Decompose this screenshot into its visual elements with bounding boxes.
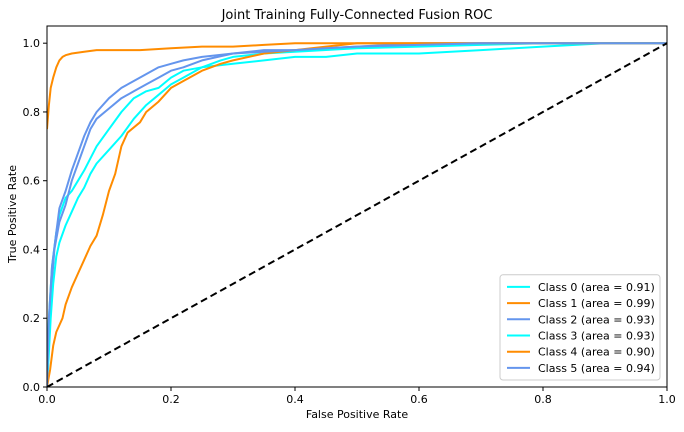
x-tick-label: 1.0	[658, 393, 676, 406]
legend-entry-label: Class 5 (area = 0.94)	[538, 362, 655, 375]
plot-area: 0.0 0.2 0.4 0.6 0.8 1.0 0.0 0.2 0.4 0.6 0.8 1.0 Clas…	[23, 25, 676, 406]
x-tick-label: 0.0	[38, 393, 56, 406]
x-tick-label: 0.4	[286, 393, 304, 406]
legend-entry-label: Class 1 (area = 0.99)	[538, 297, 655, 310]
chart-title: Joint Training Fully-Connected Fusion RO…	[221, 8, 493, 23]
plot-frame	[46, 25, 668, 388]
y-tick-label: 0.8	[23, 106, 41, 119]
diagonal-reference-line	[47, 42, 667, 387]
legend-entry-label: Class 2 (area = 0.93)	[538, 313, 655, 326]
x-tick-label: 0.8	[534, 393, 552, 406]
series-line-5	[47, 42, 667, 387]
y-axis-label: True Positive Rate	[6, 165, 19, 264]
series-lines	[47, 42, 667, 387]
legend-entry-label: Class 3 (area = 0.93)	[538, 330, 655, 343]
y-tick-label: 1.0	[23, 37, 41, 50]
series-line-0	[47, 42, 667, 387]
series-line-4	[47, 42, 667, 387]
legend-entry-label: Class 0 (area = 0.91)	[538, 281, 655, 294]
x-axis-label: False Positive Rate	[306, 408, 408, 421]
legend-entry-label: Class 4 (area = 0.90)	[538, 346, 655, 359]
series-line-3	[47, 42, 667, 387]
y-tick-label: 0.6	[23, 175, 41, 188]
y-tick-label: 0.2	[23, 312, 41, 325]
y-tick-label: 0.4	[23, 243, 41, 256]
x-tick-label: 0.6	[410, 393, 428, 406]
legend-box	[499, 274, 661, 381]
y-tick-label: 0.0	[23, 381, 41, 394]
series-line-1	[47, 42, 667, 130]
x-tick-label: 0.2	[162, 393, 180, 406]
